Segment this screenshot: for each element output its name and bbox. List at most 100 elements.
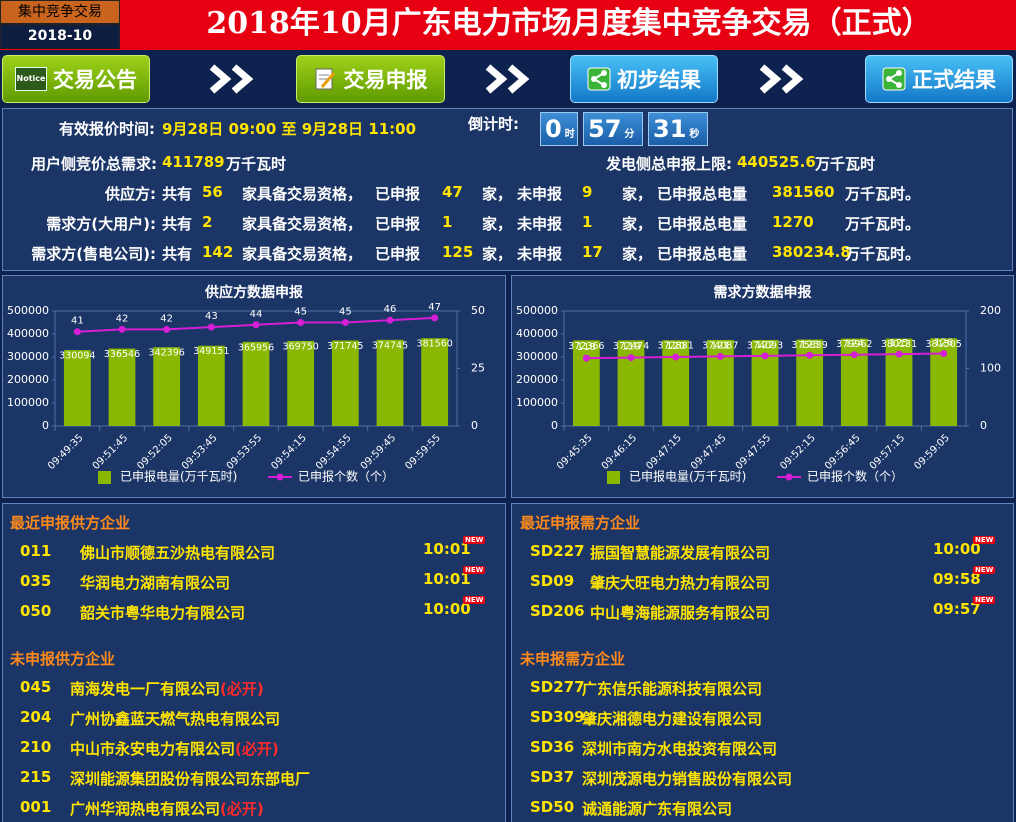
nav-icon	[315, 68, 335, 90]
chart: 供应方数据申报 0 100000 200000 300000 400000 500000 0 2…	[7, 284, 485, 484]
x-tick-label: 09:52:05	[135, 432, 175, 472]
submit-time: 10:01	[423, 540, 471, 558]
x-tick-label: 09:45:35	[555, 432, 595, 472]
line-point	[207, 323, 215, 331]
company-code: SD206	[530, 602, 585, 620]
line-value-label: 41	[71, 316, 84, 327]
text: 万千瓦时。	[845, 215, 921, 233]
badge-date: 2018-10	[0, 24, 120, 49]
bar-value-label: 381505	[926, 339, 962, 350]
company-code: SD277	[530, 678, 585, 696]
company-code: 050	[20, 602, 52, 620]
page-title: 2018年10月广东电力市场月度集中竞争交易（正式）	[206, 6, 932, 41]
badge-title: 集中竞争交易	[0, 0, 120, 24]
text: 家，	[622, 215, 653, 233]
legend-swatch	[276, 473, 284, 481]
text: 家具备交易资格，	[242, 185, 363, 203]
x-tick-label: 09:49:35	[46, 432, 86, 472]
countdown-box: 57 分	[583, 112, 643, 146]
text: 家，	[622, 245, 653, 263]
nav-arrows	[209, 64, 804, 94]
bar-value-label: 342396	[149, 348, 185, 359]
y-tick-label: 200000	[516, 373, 558, 386]
nav-button[interactable]: 正式结果	[865, 55, 1013, 103]
company-name: 韶关市粤华电力有限公司	[80, 604, 246, 622]
line-value-label: 47	[428, 302, 441, 313]
x-tick-label: 09:57:15	[868, 432, 908, 472]
nav-button[interactable]: 初步结果	[570, 55, 718, 103]
line-point	[163, 325, 171, 333]
submit-time: 10:01	[423, 570, 471, 588]
nav-icon	[587, 67, 611, 91]
line-value-label: 45	[294, 307, 307, 318]
bar-value-label: 330094	[59, 351, 95, 362]
value: 125	[442, 243, 474, 261]
line-point	[940, 350, 948, 358]
text: 家，	[622, 185, 653, 203]
chart-title: 需求方数据申报	[714, 284, 812, 301]
company-name: 振国智慧能源发展有限公司	[590, 544, 771, 562]
value: 17	[582, 243, 603, 261]
line-value-label: 124	[845, 339, 864, 350]
company-code: SD36	[530, 738, 575, 756]
company-name: 广州华润热电有限公司(必开)	[70, 800, 264, 818]
company-code: SD309	[530, 708, 585, 726]
company-code: 035	[20, 572, 52, 590]
text: 未申报	[517, 245, 563, 263]
bar-value-label: 336546	[104, 349, 140, 360]
text: 家，	[482, 245, 513, 263]
bar-value-label: 374087	[702, 340, 738, 351]
submit-time: 10:00	[423, 600, 471, 618]
text: 家具备交易资格，	[242, 245, 363, 263]
line-value-label: 43	[205, 311, 218, 322]
x-tick-label: 09:59:45	[359, 432, 399, 472]
line-point	[297, 319, 305, 326]
unit: 万千瓦时	[815, 155, 876, 173]
company-name: 肇庆湘德电力建设有限公司	[582, 710, 763, 728]
submit-time: 10:00	[933, 540, 981, 558]
x-tick-label: 09:46:15	[600, 432, 640, 472]
section-heading: 最近申报供方企业	[10, 514, 131, 532]
line-value-label: 45	[339, 307, 352, 318]
line-point	[806, 351, 814, 359]
bar	[287, 340, 315, 426]
line-value-label: 122	[755, 340, 774, 351]
company-name: 广州协鑫蓝天燃气热电有限公司	[70, 710, 281, 728]
company-name: 深圳茂源电力销售股份有限公司	[582, 770, 793, 788]
line-value-label: 126	[934, 338, 953, 349]
section-heading: 未申报需方企业	[520, 650, 626, 668]
value: 2	[202, 213, 213, 231]
nav-label: 正式结果	[912, 68, 996, 92]
bar-value-label: 365956	[238, 342, 274, 353]
new-badge: NEW	[973, 566, 996, 574]
bar-value-label: 380131	[881, 339, 917, 350]
submit-time: 09:58	[933, 570, 981, 588]
line-value-label: 42	[116, 313, 129, 324]
value: 440525.6	[737, 153, 816, 171]
x-tick-label: 09:54:55	[314, 432, 354, 472]
label: 用户侧竞价总需求:	[31, 155, 157, 173]
party: 供应方:	[105, 185, 156, 203]
bar	[331, 340, 359, 426]
y2-tick-label: 25	[471, 362, 485, 375]
nav-button[interactable]: 交易申报	[296, 55, 445, 103]
text: 未申报	[517, 185, 563, 203]
countdown-unit: 秒	[689, 129, 700, 140]
line-point	[627, 354, 635, 362]
nav-button[interactable]: Notice 交易公告	[2, 55, 150, 103]
line-point	[582, 354, 590, 362]
info-panel	[2, 108, 1013, 271]
line-point	[761, 352, 769, 360]
bar	[63, 350, 91, 426]
value: 381560	[772, 183, 835, 201]
value: 47	[442, 183, 463, 201]
line-value-label: 44	[250, 309, 263, 320]
text: 共有	[162, 245, 193, 263]
line-value-label: 118	[577, 342, 596, 353]
x-tick-label: 09:47:45	[689, 432, 729, 472]
company-name: 深圳市南方水电投资有限公司	[582, 740, 778, 758]
x-tick-label: 09:47:55	[734, 432, 774, 472]
unit: 万千瓦时	[226, 155, 287, 173]
line-point	[73, 328, 81, 336]
